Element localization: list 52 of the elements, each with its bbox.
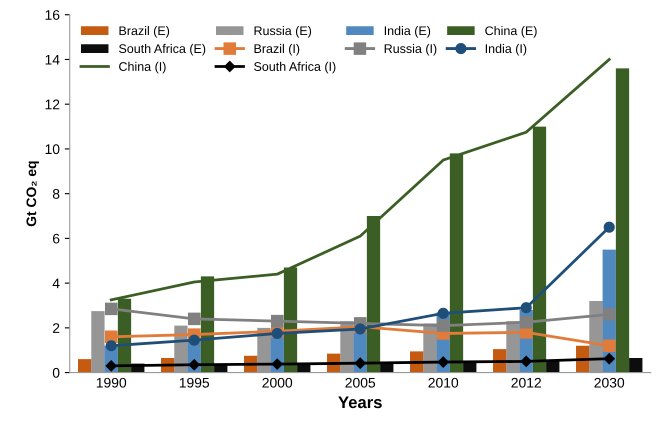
y-tick-label: 0	[52, 368, 60, 378]
legend-label: India (I)	[486, 44, 526, 56]
y-tick-label: 12	[46, 100, 60, 110]
point	[602, 339, 616, 352]
y-tick-label: 14	[46, 54, 60, 64]
point	[272, 328, 283, 339]
point	[520, 356, 532, 368]
point	[520, 316, 532, 329]
point	[354, 358, 366, 369]
legend-label: Russia (I)	[384, 44, 436, 56]
x-tick-label: 2012	[511, 378, 541, 388]
point	[188, 312, 200, 326]
point	[188, 359, 200, 370]
point	[602, 308, 616, 321]
point	[520, 302, 532, 314]
y-axis-title: Gt CO₂ eq	[26, 161, 39, 226]
y-tick-label: 16	[46, 10, 60, 20]
y-tick-label: 8	[52, 188, 60, 199]
x-tick-label: 2005	[345, 378, 376, 388]
point	[438, 356, 449, 368]
y-tick-label: 4	[52, 278, 60, 288]
bar	[78, 359, 92, 373]
point	[106, 340, 117, 352]
y-tick-label: 10	[46, 144, 60, 154]
point	[270, 314, 284, 328]
point	[604, 353, 615, 364]
x-tick-label: 1995	[180, 378, 210, 388]
y-tick-label: 2	[52, 323, 60, 333]
legend-label: Russia (E)	[254, 26, 312, 38]
y-tick-label: 6	[52, 234, 60, 244]
point	[104, 302, 118, 316]
point	[438, 308, 449, 319]
x-tick-label: 2000	[262, 378, 292, 388]
point	[106, 360, 117, 372]
x-axis-title: Years	[338, 396, 382, 408]
legend-label: Brazil (E)	[119, 26, 170, 38]
bar	[629, 358, 642, 373]
legend-label: Brazil (I)	[254, 44, 300, 56]
legend-label: China (E)	[485, 26, 537, 38]
point	[604, 222, 615, 233]
legend-label: India (E)	[384, 26, 430, 38]
legend-label: South Africa (I)	[254, 62, 336, 74]
x-tick-label: 2030	[594, 378, 624, 388]
point	[354, 323, 366, 335]
point	[272, 358, 283, 370]
x-tick-label: 2010	[428, 378, 458, 388]
point	[188, 334, 200, 346]
legend-label: South Africa (E)	[119, 44, 206, 56]
bar	[616, 68, 630, 373]
x-tick-label: 1990	[96, 378, 126, 388]
point	[436, 319, 450, 332]
legend-label: China (I)	[119, 62, 166, 74]
